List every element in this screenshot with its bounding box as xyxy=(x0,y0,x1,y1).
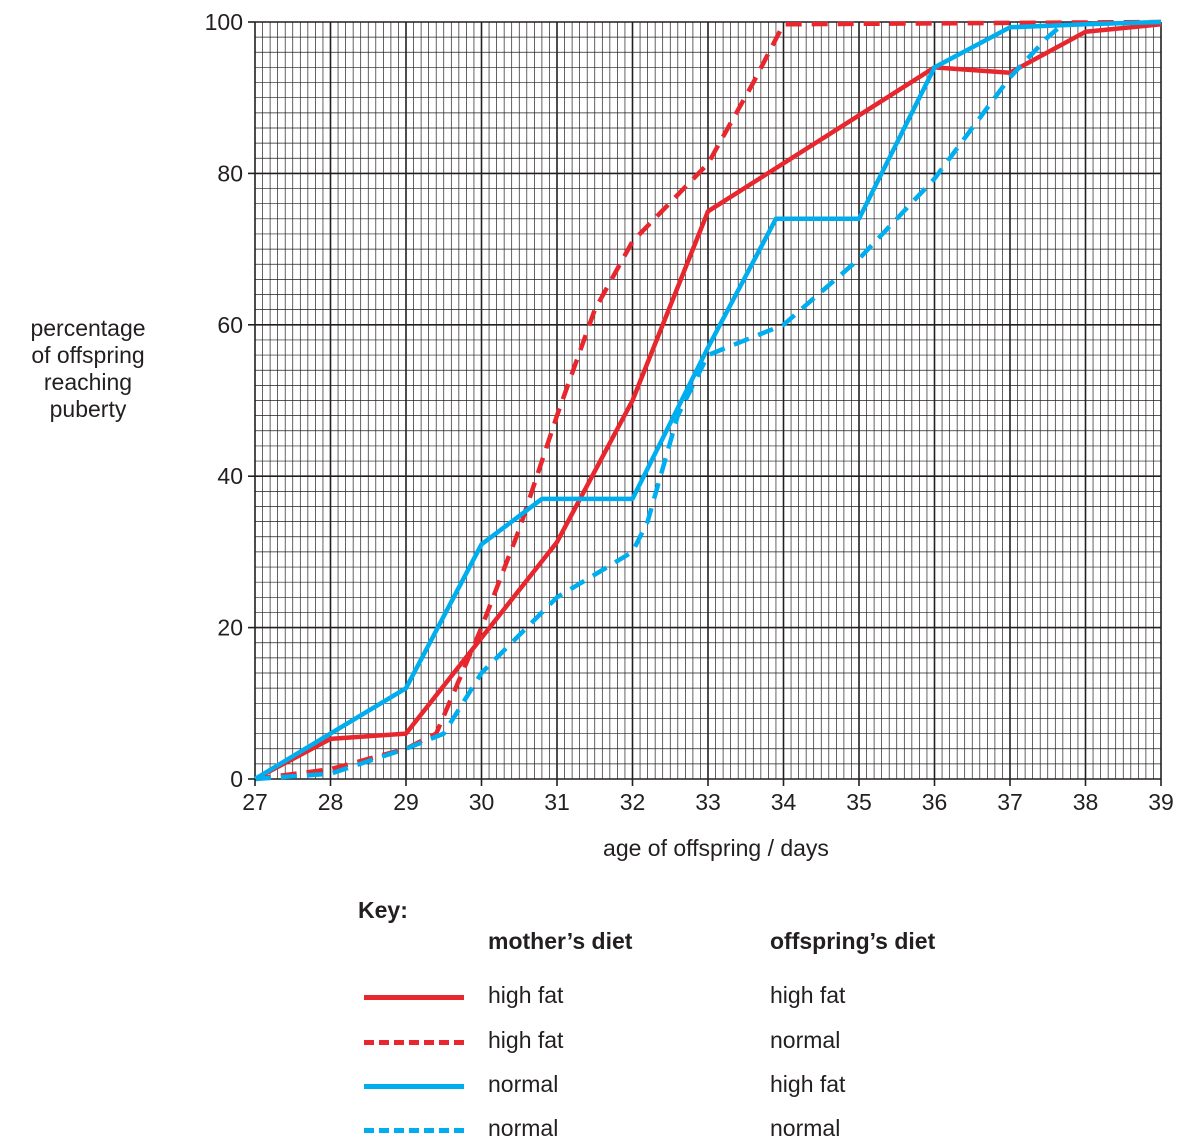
x-tick-label: 33 xyxy=(695,789,721,815)
series-line-1 xyxy=(253,22,1162,781)
x-tick-label: 28 xyxy=(318,789,344,815)
x-tick-label: 32 xyxy=(620,789,646,815)
series-line-4 xyxy=(254,22,1065,782)
y-tick-label: 60 xyxy=(217,312,243,338)
x-tick-label: 30 xyxy=(469,789,495,815)
x-tick-label: 36 xyxy=(922,789,948,815)
x-axis-label: age of offspring / days xyxy=(603,835,829,861)
x-tick-label: 35 xyxy=(846,789,872,815)
tick-labels: 27 28 29 30 31 32 33 34 35 36 37 38 39 0 20 40 60 80 100 xyxy=(205,9,1174,815)
series-layer xyxy=(253,19,1162,782)
x-tick-label: 37 xyxy=(997,789,1023,815)
y-axis-label-line-3: reaching xyxy=(43,369,133,395)
major-gridlines xyxy=(254,21,1162,780)
x-tick-label: 29 xyxy=(393,789,419,815)
y-axis-label-line-1: percentage xyxy=(30,315,146,341)
y-tick-label: 100 xyxy=(205,9,243,35)
y-tick-label: 20 xyxy=(217,615,243,641)
x-tick-label: 39 xyxy=(1148,789,1174,815)
y-axis-label: percentage of offspring reaching puberty xyxy=(0,315,176,423)
series-line-3 xyxy=(253,19,1162,781)
y-tick-label: 80 xyxy=(217,160,243,186)
y-axis-label-line-2: of offspring xyxy=(31,342,145,368)
y-axis-label-line-4: puberty xyxy=(49,396,127,422)
x-tick-label: 34 xyxy=(771,789,797,815)
x-tick-label: 27 xyxy=(242,789,268,815)
x-tick-label: 38 xyxy=(1073,789,1099,815)
y-tick-label: 0 xyxy=(230,766,243,792)
x-tick-label: 31 xyxy=(544,789,570,815)
y-tick-label: 40 xyxy=(217,463,243,489)
series-line-2 xyxy=(254,19,1162,782)
